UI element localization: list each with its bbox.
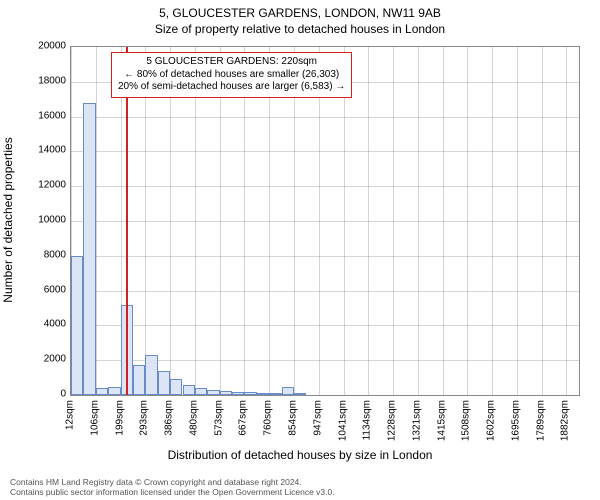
x-tick-label: 12sqm: [65, 400, 76, 430]
gridline-vertical: [393, 47, 394, 395]
x-tick-label: 1508sqm: [461, 400, 472, 441]
plot-area: 5 GLOUCESTER GARDENS: 220sqm← 80% of det…: [70, 46, 580, 396]
histogram-bar: [183, 385, 195, 395]
y-tick-label: 8000: [6, 249, 66, 260]
y-tick-label: 20000: [6, 41, 66, 52]
x-tick-label: 1602sqm: [486, 400, 497, 441]
x-tick-label: 1695sqm: [510, 400, 521, 441]
gridline-vertical: [269, 47, 270, 395]
x-tick-label: 1415sqm: [436, 400, 447, 441]
gridline-horizontal: [71, 221, 579, 222]
x-tick-label: 573sqm: [213, 400, 224, 436]
reference-line: [126, 47, 128, 395]
y-tick-label: 6000: [6, 284, 66, 295]
chart-title-line1: 5, GLOUCESTER GARDENS, LONDON, NW11 9AB: [0, 0, 600, 20]
gridline-vertical: [492, 47, 493, 395]
gridline-vertical: [195, 47, 196, 395]
gridline-vertical: [344, 47, 345, 395]
histogram-bar: [170, 379, 182, 395]
gridline-vertical: [418, 47, 419, 395]
histogram-bar: [108, 387, 120, 395]
chart-title-line2: Size of property relative to detached ho…: [0, 20, 600, 36]
gridline-vertical: [566, 47, 567, 395]
y-tick-label: 10000: [6, 215, 66, 226]
x-axis-title: Distribution of detached houses by size …: [0, 448, 600, 462]
x-tick-label: 1882sqm: [560, 400, 571, 441]
x-tick-label: 106sqm: [89, 400, 100, 436]
gridline-vertical: [443, 47, 444, 395]
y-tick-label: 14000: [6, 145, 66, 156]
x-tick-label: 199sqm: [114, 400, 125, 436]
gridline-vertical: [145, 47, 146, 395]
gridline-vertical: [170, 47, 171, 395]
histogram-bar: [158, 371, 170, 395]
x-tick-label: 1134sqm: [362, 400, 373, 440]
y-tick-label: 16000: [6, 110, 66, 121]
x-tick-label: 1228sqm: [387, 400, 398, 441]
y-tick-label: 0: [6, 389, 66, 400]
gridline-vertical: [319, 47, 320, 395]
y-tick-label: 18000: [6, 75, 66, 86]
x-tick-label: 1789sqm: [535, 400, 546, 441]
gridline-vertical: [517, 47, 518, 395]
gridline-horizontal: [71, 291, 579, 292]
y-tick-label: 12000: [6, 180, 66, 191]
gridline-vertical: [467, 47, 468, 395]
histogram-bar: [207, 390, 219, 395]
y-tick-label: 4000: [6, 319, 66, 330]
histogram-bar: [220, 391, 232, 395]
footer-line-2: Contains public sector information licen…: [10, 488, 335, 498]
x-tick-label: 293sqm: [139, 400, 150, 436]
histogram-bar: [294, 393, 306, 395]
histogram-bar: [244, 392, 256, 395]
y-tick-label: 2000: [6, 354, 66, 365]
histogram-bar: [83, 103, 95, 395]
x-tick-label: 386sqm: [164, 400, 175, 436]
x-tick-label: 1041sqm: [337, 400, 348, 441]
annotation-line-1: 5 GLOUCESTER GARDENS: 220sqm: [118, 56, 345, 69]
gridline-vertical: [294, 47, 295, 395]
gridline-vertical: [244, 47, 245, 395]
x-tick-label: 854sqm: [288, 400, 299, 436]
x-tick-label: 667sqm: [238, 400, 249, 436]
x-tick-label: 1321sqm: [411, 400, 422, 441]
attribution-footer: Contains HM Land Registry data © Crown c…: [10, 478, 335, 498]
histogram-bar: [232, 392, 244, 395]
gridline-vertical: [96, 47, 97, 395]
x-tick-label: 760sqm: [263, 400, 274, 436]
histogram-bar: [195, 388, 207, 395]
histogram-bar: [133, 365, 145, 395]
x-tick-label: 947sqm: [312, 400, 323, 436]
annotation-box: 5 GLOUCESTER GARDENS: 220sqm← 80% of det…: [111, 52, 352, 98]
histogram-bar: [71, 256, 83, 395]
annotation-line-3: 20% of semi-detached houses are larger (…: [118, 81, 345, 94]
gridline-vertical: [220, 47, 221, 395]
gridline-vertical: [368, 47, 369, 395]
gridline-horizontal: [71, 186, 579, 187]
histogram-bar: [269, 393, 281, 395]
histogram-bar: [145, 355, 157, 395]
x-tick-label: 480sqm: [188, 400, 199, 436]
gridline-horizontal: [71, 117, 579, 118]
gridline-horizontal: [71, 325, 579, 326]
gridline-horizontal: [71, 151, 579, 152]
annotation-line-2: ← 80% of detached houses are smaller (26…: [118, 69, 345, 82]
histogram-bar: [257, 393, 269, 395]
histogram-bar: [282, 387, 294, 395]
gridline-horizontal: [71, 256, 579, 257]
histogram-bar: [96, 388, 108, 395]
gridline-vertical: [542, 47, 543, 395]
